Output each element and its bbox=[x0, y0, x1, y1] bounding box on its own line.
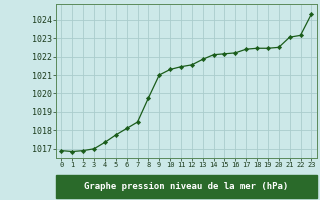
Text: Graphe pression niveau de la mer (hPa): Graphe pression niveau de la mer (hPa) bbox=[84, 182, 289, 191]
